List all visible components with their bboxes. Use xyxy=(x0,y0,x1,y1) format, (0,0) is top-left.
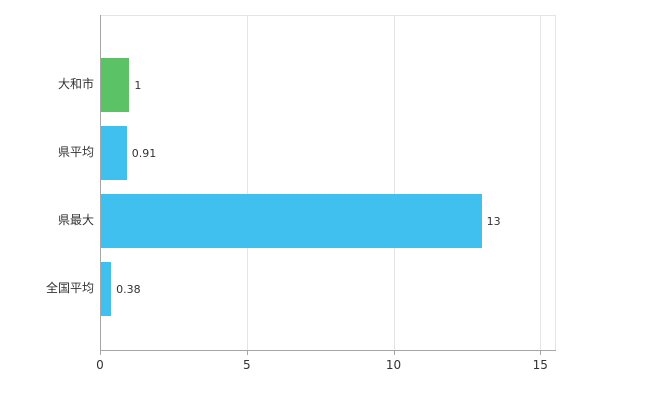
x-axis-tick xyxy=(246,351,248,355)
x-axis-tick-label: 15 xyxy=(532,358,548,372)
value-label: 0.38 xyxy=(116,283,141,296)
category-label: 県平均 xyxy=(57,145,94,159)
category-label: 県最大 xyxy=(57,213,94,227)
gridline xyxy=(393,16,395,351)
value-label: 0.91 xyxy=(131,147,157,160)
x-axis-line xyxy=(100,350,556,351)
bar-0 xyxy=(100,58,130,112)
x-axis-tick xyxy=(540,351,542,355)
value-label: 13 xyxy=(486,215,501,228)
bar-3 xyxy=(100,262,112,316)
category-label: 大和市 xyxy=(57,77,94,91)
bar-1 xyxy=(100,126,127,180)
x-axis-tick-label: 10 xyxy=(385,358,402,372)
x-axis-tick xyxy=(393,351,395,355)
bar-2 xyxy=(100,194,482,248)
gridline xyxy=(246,16,248,351)
y-axis-line xyxy=(100,15,101,351)
x-axis-tick-label: 5 xyxy=(242,358,251,372)
gridline xyxy=(540,16,542,351)
category-label: 全国平均 xyxy=(45,281,94,295)
x-axis-tick xyxy=(100,351,101,355)
plot-area: 1 0.91 13 0.38 xyxy=(100,15,556,351)
value-label: 1 xyxy=(134,79,142,92)
x-axis-tick-label: 0 xyxy=(96,358,104,372)
